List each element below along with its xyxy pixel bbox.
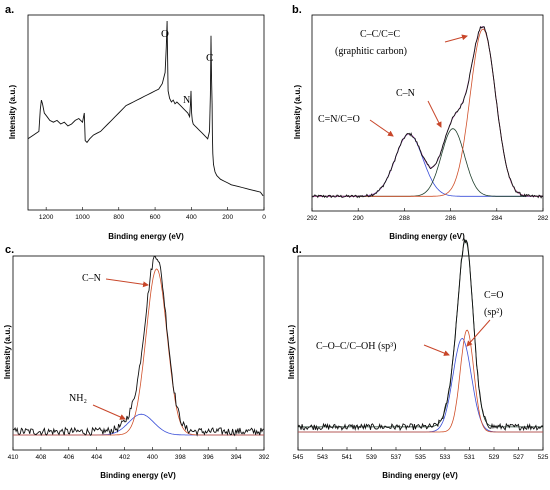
panel-d-y-axis-title: Intensity (a.u.) <box>287 325 296 380</box>
panel-d-arrow-c-o <box>466 319 491 347</box>
panel-d-label-coc: C–O–C/C–OH (sp³) <box>316 341 397 352</box>
panel-d-arrow-coc <box>423 344 450 356</box>
panel-c-x-tick-label: 398 <box>175 454 186 461</box>
panel-b-label-graphitic: (graphitic carbon) <box>335 46 407 57</box>
panel-d-x-tick-label: 539 <box>366 454 377 461</box>
panel-b-plot-frame <box>311 14 544 212</box>
panel-d-x-tick-label: 545 <box>293 454 304 461</box>
panel-d-x-tick-label: 535 <box>415 454 426 461</box>
panel-a-series-raw <box>27 20 264 197</box>
panel-b-label-c-n: C–N <box>396 88 415 99</box>
panel-c-x-tick-label: 404 <box>91 454 102 461</box>
panel-d-series-raw <box>297 237 544 432</box>
panel-d-x-tick-label: 529 <box>489 454 500 461</box>
panel-d-series-peak_blue <box>298 338 543 433</box>
panel-d-series-peak_red <box>298 329 543 433</box>
panel-a: a. 1200 1000 800 600 400 200 0 Binding energy … <box>5 4 266 241</box>
panel-c-series-raw <box>12 255 265 437</box>
panel-b: b. 292 290 288 286 284 282 Binding energy (eV… <box>292 4 549 241</box>
panel-c-label-c-n: C–N <box>82 273 101 284</box>
panel-b-x-tick-label: 282 <box>538 215 549 222</box>
panel-b-label-cc: C–C/C=C <box>360 29 400 40</box>
panel-d-letter: d. <box>292 244 302 256</box>
panel-b-arrow-c-n <box>427 100 442 128</box>
panel-a-x-tick-label: 400 <box>186 214 197 221</box>
panel-d-series-peak_green <box>298 239 543 428</box>
panel-a-peak-label-n: N <box>183 95 190 106</box>
panel-b-series <box>311 26 544 199</box>
panel-b-x-tick-label: 292 <box>307 215 318 222</box>
panel-c-letter: c. <box>5 244 14 256</box>
panel-a-y-axis-title: Intensity (a.u.) <box>8 85 17 140</box>
panel-c-x-axis-title: Binding energy (eV) <box>100 471 176 480</box>
panel-d-x-tick-label: 543 <box>317 454 328 461</box>
panel-d-series <box>297 237 544 433</box>
panel-a-x-ticks: 1200 1000 800 600 400 200 0 <box>39 207 266 221</box>
panel-b-label-cn-co: C=N/C=O <box>318 114 360 125</box>
panel-a-x-tick-label: 1000 <box>75 214 90 221</box>
panel-c-x-tick-label: 392 <box>259 454 270 461</box>
panel-a-x-tick-label: 0 <box>262 214 266 221</box>
panel-a-plot-frame <box>27 14 265 211</box>
panel-b-series-peak_green <box>312 128 543 197</box>
panel-c-plot-frame <box>12 255 265 451</box>
panel-a-x-axis-title: Binding energy (eV) <box>108 232 184 241</box>
panel-a-x-tick-label: 200 <box>222 214 233 221</box>
panel-d-plot-frame <box>297 255 544 451</box>
panel-d-x-tick-label: 541 <box>342 454 353 461</box>
panel-b-x-tick-label: 288 <box>399 215 410 222</box>
panel-a-letter: a. <box>5 4 14 16</box>
panel-a-peak-label-o: O <box>161 28 169 40</box>
panel-c-arrow-c-n <box>105 278 149 288</box>
panel-a-x-tick-label: 600 <box>150 214 161 221</box>
panel-a-x-tick-label: 800 <box>113 214 124 221</box>
panel-d-x-ticks: 545 543 541 539 537 535 533 531 529 527 525 <box>293 447 549 461</box>
panel-a-peak-label-c: C <box>206 52 213 64</box>
panel-d-x-tick-label: 527 <box>513 454 524 461</box>
panel-b-arrow-cc <box>444 34 468 43</box>
panel-d: d. 545 543 541 539 537 535 533 531 529 527 525 Bin… <box>287 237 549 480</box>
panel-d-x-axis-title: Binding energy (eV) <box>382 471 458 480</box>
panel-c-x-tick-label: 408 <box>35 454 46 461</box>
panel-c-x-tick-label: 402 <box>119 454 130 461</box>
panel-b-letter: b. <box>292 4 302 16</box>
panel-b-x-tick-label: 284 <box>491 215 502 222</box>
panel-d-x-tick-label: 537 <box>391 454 402 461</box>
panel-c: c. 410 408 406 404 402 400 398 396 394 392 Bindin… <box>3 244 270 480</box>
panel-c-x-tick-label: 406 <box>63 454 74 461</box>
panel-d-x-tick-label: 533 <box>440 454 451 461</box>
panel-d-label-sp2: (sp²) <box>484 307 503 318</box>
panel-c-x-tick-label: 410 <box>8 454 19 461</box>
panel-b-arrow-cn-co <box>369 119 394 137</box>
panel-d-x-tick-label: 531 <box>464 454 475 461</box>
panel-d-x-tick-label: 525 <box>538 454 549 461</box>
panel-d-label-c-o: C=O <box>484 290 504 301</box>
panel-c-series <box>12 255 265 437</box>
panel-b-x-ticks: 292 290 288 286 284 282 <box>307 208 549 222</box>
panel-b-series-raw <box>311 26 544 199</box>
panel-a-x-tick-label: 1200 <box>39 214 54 221</box>
panel-c-x-ticks: 410 408 406 404 402 400 398 396 394 392 <box>8 447 270 461</box>
panel-c-x-tick-label: 394 <box>231 454 242 461</box>
panel-c-y-axis-title: Intensity (a.u.) <box>3 325 12 380</box>
panel-a-series <box>27 20 264 197</box>
panel-b-x-tick-label: 290 <box>353 215 364 222</box>
panel-c-arrow-nh2 <box>92 404 126 420</box>
panel-b-y-axis-title: Intensity (a.u.) <box>293 85 302 140</box>
panel-b-x-tick-label: 286 <box>445 215 456 222</box>
panel-b-x-axis-title: Binding energy (eV) <box>389 232 465 241</box>
panel-c-label-nh2: NH₂ <box>69 393 87 404</box>
panel-c-series-peak_red <box>13 268 264 436</box>
panel-c-x-tick-label: 400 <box>147 454 158 461</box>
panel-c-x-tick-label: 396 <box>203 454 214 461</box>
